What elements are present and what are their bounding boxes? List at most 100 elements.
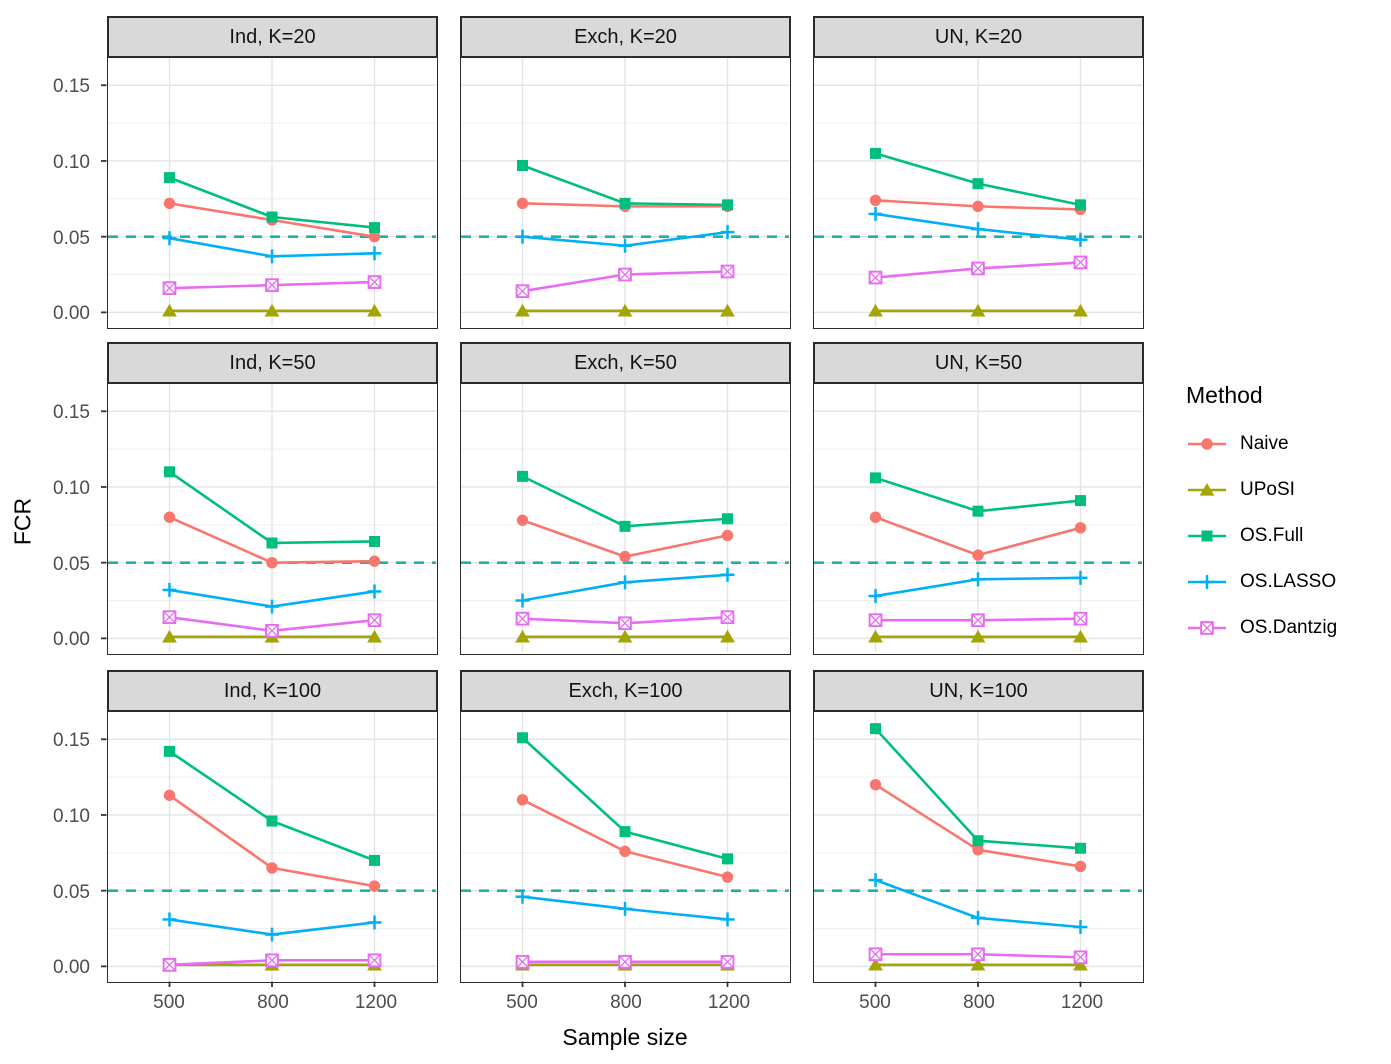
data-point-marker (720, 629, 735, 643)
series-os-full (870, 472, 1086, 517)
legend-label: OS.Dantzig (1240, 617, 1338, 638)
facet-panel (813, 58, 1144, 329)
series-os-dantzig (162, 953, 382, 972)
panel-svg (814, 712, 1142, 987)
data-point-marker (517, 732, 528, 744)
series-naive (869, 511, 1087, 561)
data-point-marker (1075, 842, 1086, 854)
data-point-marker (265, 624, 279, 638)
legend-item-os-lasso: OS.LASSO (1186, 567, 1391, 597)
x-tick-label: 800 (963, 992, 995, 1013)
uposi-key-icon (1188, 483, 1226, 496)
data-point-marker (869, 194, 882, 207)
data-point-marker (1200, 621, 1214, 635)
y-tick-label: 0.00 (53, 957, 90, 978)
data-point-marker (162, 629, 177, 643)
series-os-full (870, 147, 1086, 211)
facet-ind-k20: Ind, K=20 (101, 16, 438, 329)
facet-panel (813, 384, 1144, 655)
data-point-marker (970, 303, 986, 317)
data-point-marker (971, 947, 985, 961)
y-tick-label: 0.10 (53, 152, 90, 173)
data-point-marker (970, 629, 986, 643)
series-os-dantzig (162, 275, 382, 295)
data-point-marker (619, 845, 631, 857)
series-os-lasso (868, 570, 1088, 603)
x-tick-label: 500 (153, 992, 185, 1013)
data-point-marker (265, 953, 279, 967)
data-point-marker (617, 629, 633, 643)
data-point-marker (369, 222, 380, 234)
x-tick-label: 800 (257, 992, 289, 1013)
x-tick-label: 1200 (707, 992, 751, 1013)
data-point-marker (163, 958, 176, 972)
x-tick-label: 800 (610, 992, 642, 1013)
data-point-marker (721, 610, 734, 624)
data-point-marker (868, 303, 883, 317)
legend-item-os-full: OS.Full (1186, 521, 1391, 551)
facet-exch-k20: Exch, K=20 (460, 16, 791, 329)
panel-svg (814, 58, 1142, 326)
series-uposi (868, 957, 1088, 971)
data-point-marker (517, 470, 528, 482)
panel-svg (461, 58, 789, 326)
data-point-marker (367, 303, 382, 317)
facet-strip: Ind, K=50 (107, 342, 438, 384)
legend: Method Naive UPoSI OS.Full OS.LASSO OS.D… (1186, 382, 1391, 659)
data-point-marker (868, 629, 883, 643)
data-point-marker (1201, 530, 1213, 542)
series-os-dantzig (868, 611, 1088, 628)
series-os-lasso (515, 889, 735, 927)
legend-item-naive: Naive (1186, 429, 1391, 459)
data-point-marker (369, 535, 380, 547)
series-os-dantzig (515, 264, 735, 299)
series-os-full (517, 160, 733, 211)
data-point-marker (722, 853, 733, 865)
series-os-lasso (515, 567, 735, 608)
data-point-marker (163, 511, 176, 523)
data-point-marker (617, 303, 633, 317)
data-point-marker (368, 230, 381, 243)
data-point-marker (266, 537, 278, 549)
series-os-lasso (515, 225, 735, 253)
data-point-marker (368, 555, 381, 567)
data-point-marker (1075, 495, 1086, 507)
data-point-marker (266, 815, 278, 827)
os-dantzig-key-icon (1188, 621, 1226, 635)
x-axis-ticks (168, 981, 376, 987)
series-naive (869, 778, 1087, 873)
y-axis-ticks (101, 410, 107, 640)
facet-strip: UN, K=100 (813, 670, 1144, 712)
facet-strip: Exch, K=20 (460, 16, 791, 58)
data-point-marker (1075, 199, 1086, 211)
data-point-marker (970, 957, 986, 971)
data-point-marker (163, 281, 176, 295)
data-point-marker (265, 278, 279, 292)
data-point-marker (516, 612, 529, 626)
x-tick-label: 1200 (1060, 992, 1104, 1013)
data-point-marker (619, 520, 631, 532)
gridlines (461, 384, 789, 652)
data-point-marker (266, 862, 278, 874)
y-axis-ticks (101, 84, 107, 314)
y-tick-label: 0.05 (53, 882, 90, 903)
data-point-marker (517, 160, 528, 172)
panel-svg (461, 712, 789, 987)
series-os-lasso (162, 582, 382, 614)
data-point-marker (722, 199, 733, 211)
x-tick-label: 500 (859, 992, 891, 1013)
data-point-marker (515, 303, 530, 317)
naive-key-icon (1188, 438, 1226, 450)
y-tick-labels-row1: 0.15 0.10 0.05 0.00 (44, 60, 100, 328)
data-point-marker (164, 466, 175, 478)
series-uposi (868, 303, 1088, 317)
series-os-full (164, 466, 380, 549)
y-tick-label: 0.10 (53, 806, 90, 827)
data-point-marker (368, 275, 381, 289)
panel-svg (814, 384, 1142, 652)
series-os-dantzig (162, 610, 382, 638)
legend-label: Naive (1240, 433, 1289, 454)
data-point-marker (868, 957, 883, 971)
data-point-marker (164, 745, 175, 757)
